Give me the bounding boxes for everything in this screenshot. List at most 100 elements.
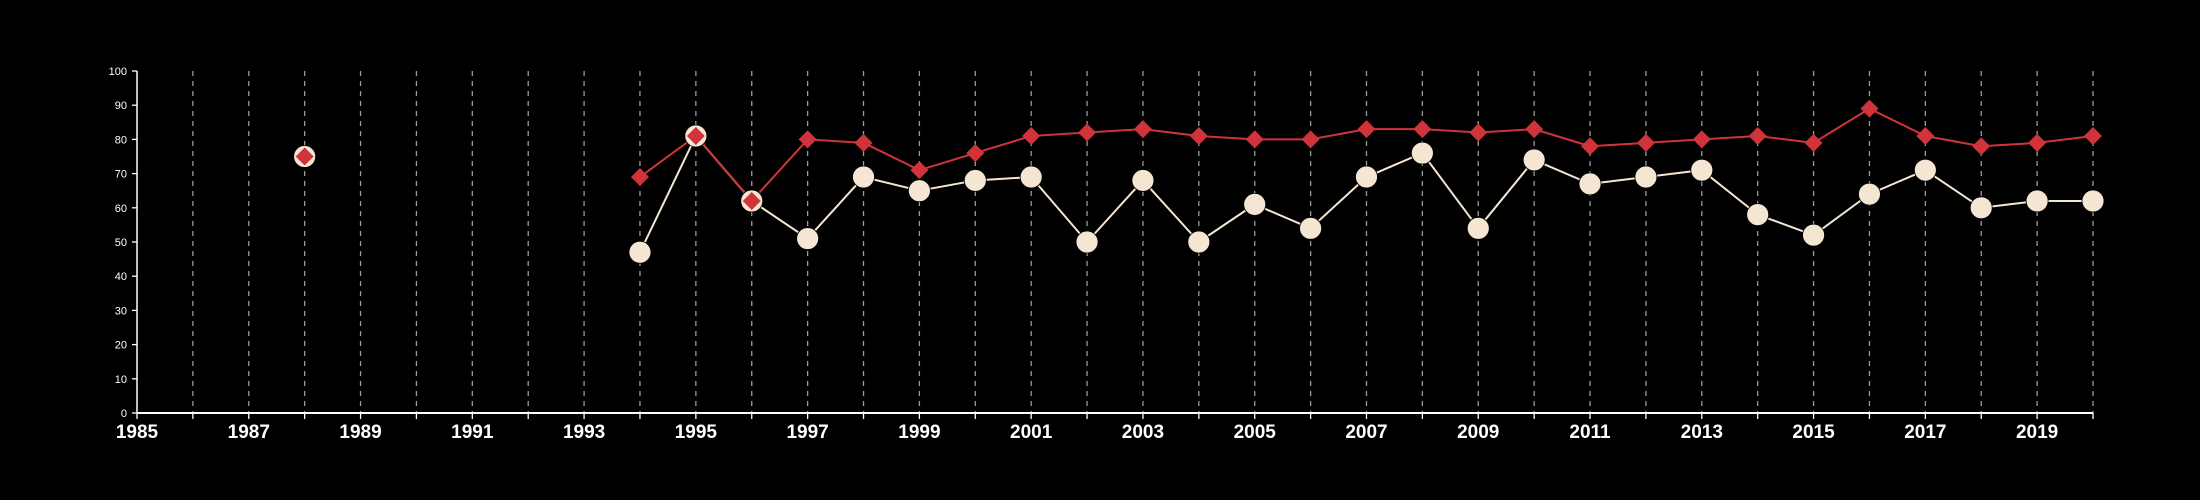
y-tick-label: 40 (115, 271, 127, 283)
data-point-diamond (1022, 126, 1041, 145)
x-tick-label: 1991 (451, 422, 494, 443)
series-line-segment (863, 141, 920, 172)
data-point-diamond (1748, 126, 1767, 145)
series-line-segment (639, 135, 697, 178)
data-point-diamond (2084, 126, 2102, 145)
data-point-circle (1075, 230, 1099, 254)
data-point-circle (1634, 165, 1658, 189)
data-point-circle (1690, 158, 1714, 182)
series-line-segment (974, 135, 1032, 155)
series-line-segment (1477, 159, 1535, 229)
data-point-diamond (1078, 123, 1097, 142)
data-point-circle (852, 165, 875, 189)
series-line-segment (1421, 152, 1480, 229)
series-line-segment (1309, 176, 1368, 230)
data-point-diamond (1245, 130, 1264, 149)
series-line-segment (2036, 134, 2094, 144)
series-line-segment (1031, 131, 1088, 137)
data-point-diamond (1692, 130, 1711, 149)
x-tick-label: 2009 (1457, 422, 1499, 443)
series-line-segment (1533, 128, 1591, 148)
data-point-circle (908, 179, 931, 203)
series-line-segment (1086, 179, 1144, 243)
data-point-diamond (1189, 126, 1208, 145)
y-tick-label: 10 (115, 374, 127, 386)
data-point-diamond (1525, 120, 1544, 139)
series-line-segment (1030, 176, 1088, 243)
x-tick-label: 2003 (1122, 422, 1164, 443)
series-line-segment (695, 135, 753, 202)
data-point-diamond (1357, 120, 1376, 139)
series-line-segment (1757, 134, 1814, 144)
data-point-circle (628, 240, 652, 264)
series-line-segment (919, 152, 976, 172)
data-point-circle (1746, 203, 1770, 227)
data-point-diamond (1581, 137, 1600, 156)
data-point-circle (1187, 230, 1211, 254)
x-tick-label: 1997 (786, 422, 828, 443)
x-tick-label: 2019 (2016, 422, 2058, 443)
y-tick-label: 60 (115, 203, 127, 215)
data-point-diamond (1469, 123, 1488, 142)
series-line-segment (1925, 134, 1982, 148)
data-point-diamond (1916, 126, 1935, 145)
series-line-segment (1310, 128, 1367, 141)
series-line-segment (1812, 193, 1871, 236)
y-tick-label: 100 (109, 66, 127, 78)
x-tick-label: 1985 (116, 422, 159, 443)
series-diamond (639, 107, 2094, 202)
y-tick-label: 90 (115, 100, 127, 112)
series-line-segment (1198, 134, 1255, 141)
data-point-circle (963, 169, 987, 192)
grid-lines (192, 71, 2094, 413)
series-line-segment (807, 138, 864, 144)
data-point-diamond (1860, 99, 1879, 118)
series-line-segment (639, 135, 697, 253)
series-line-segment (806, 176, 865, 240)
data-point-diamond (910, 161, 929, 180)
x-tick-label: 1993 (563, 422, 605, 443)
data-point-diamond (966, 144, 985, 163)
series-line-segment (1142, 128, 1199, 137)
x-tick-label: 1999 (898, 422, 940, 443)
data-point-circle (1858, 182, 1881, 206)
data-point-diamond (1972, 137, 1991, 156)
data-point-diamond (798, 130, 817, 149)
series-line-segment (1422, 128, 1479, 134)
data-point-circle (1466, 216, 1490, 240)
x-tick-label: 2001 (1010, 422, 1053, 443)
data-point-diamond (1301, 130, 1320, 149)
y-tick-label: 20 (115, 340, 127, 352)
series-line-segment (1981, 141, 2038, 148)
x-tick-label: 1989 (339, 422, 381, 443)
series-line-segment (1869, 107, 1926, 137)
data-point-circle (2081, 189, 2105, 213)
x-tick-label: 2017 (1904, 422, 1946, 443)
data-point-diamond (686, 126, 705, 145)
data-point-diamond (1133, 120, 1152, 139)
series-line-segment (1478, 128, 1535, 134)
y-tick-label: 70 (115, 169, 127, 181)
data-point-diamond (295, 147, 314, 166)
x-tick-label: 2007 (1345, 422, 1387, 443)
series-line-segment (751, 138, 809, 202)
data-point-circle (1299, 216, 1322, 240)
y-tick-label: 80 (115, 134, 127, 146)
data-point-circle (1522, 148, 1546, 172)
data-point-circle (1019, 165, 1043, 189)
series-line-segment (1086, 128, 1144, 134)
data-point-diamond (854, 133, 873, 152)
x-tick-label: 2015 (1792, 422, 1835, 443)
data-point-circle (2025, 189, 2049, 213)
x-tick-label: 2013 (1681, 422, 1723, 443)
markers-circle (293, 124, 2105, 264)
series-line-segment (1142, 179, 1200, 243)
axes: 0 10 20 30 40 50 60 70 80 90 100 1985 1987 1989 1991 19… (109, 66, 2094, 443)
markers-diamond (295, 99, 2102, 210)
data-point-diamond (630, 168, 649, 187)
x-tick-label: 2005 (1234, 422, 1277, 443)
series-layer (293, 99, 2105, 264)
series-line-segment (1645, 138, 1702, 144)
data-point-circle (1243, 192, 1267, 216)
series-line-segment (1589, 141, 1646, 148)
